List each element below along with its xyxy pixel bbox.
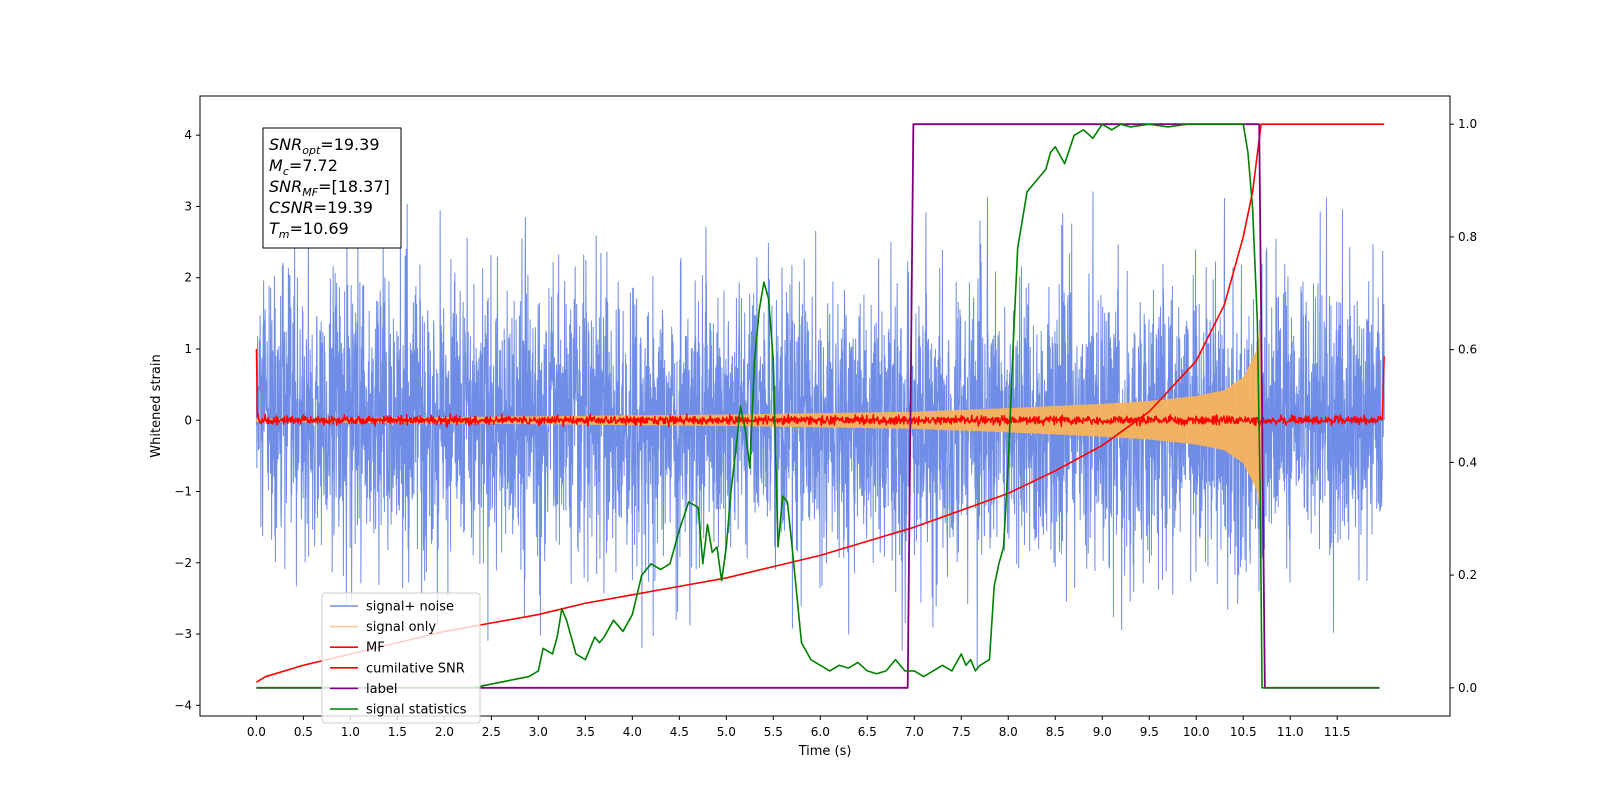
legend-label: signal+ noise [366, 600, 454, 615]
stats-annotation-line: CSNR=19.39 [269, 198, 373, 217]
x-tick-label: 0.0 [247, 725, 266, 739]
y-tick-label: 4 [184, 128, 192, 142]
y-tick-label: −1 [174, 485, 192, 499]
legend-label: signal only [366, 620, 436, 635]
x-tick-label: 6.5 [858, 725, 877, 739]
x-tick-label: 1.5 [388, 725, 407, 739]
x-tick-label: 3.0 [529, 725, 548, 739]
x-tick-label: 11.5 [1324, 725, 1351, 739]
x-tick-label: 10.5 [1230, 725, 1257, 739]
y2-tick-label: 1.0 [1458, 117, 1477, 131]
y2-tick-label: 0.8 [1458, 230, 1477, 244]
x-tick-label: 10.0 [1183, 725, 1210, 739]
stats-annotation-line: SNRopt=19.39 [269, 135, 380, 157]
x-tick-label: 7.5 [952, 725, 971, 739]
y-tick-label: 1 [184, 342, 192, 356]
legend: signal+ noise signal only MF cumilative SNR… [321, 592, 481, 724]
x-tick-label: 6.0 [811, 725, 830, 739]
stats-annotation-frame [262, 127, 402, 249]
x-tick-label: 8.0 [999, 725, 1018, 739]
y2-tick-label: 0.2 [1458, 568, 1477, 582]
series-signal-plus-noise [255, 191, 1385, 670]
x-tick-label: 0.5 [294, 725, 313, 739]
legend-label: label [366, 682, 397, 697]
x-tick-label: 3.5 [576, 725, 595, 739]
x-tick-label: 5.5 [764, 725, 783, 739]
legend-label: cumilative SNR [366, 661, 465, 676]
y2-tick-label: 0.6 [1458, 343, 1477, 357]
y-tick-label: 2 [184, 271, 192, 285]
x-axis-label: Time (s) [798, 744, 852, 759]
plot-frame [199, 95, 1451, 717]
series-mf [255, 348, 1385, 429]
x-tick-label: 4.0 [623, 725, 642, 739]
x-tick-label: 4.5 [670, 725, 689, 739]
y-tick-label: −3 [174, 627, 192, 641]
legend-label: MF [366, 641, 385, 656]
y2-tick-label: 0.4 [1458, 455, 1477, 469]
stats-annotation-line: Mc=7.72 [269, 156, 338, 178]
y2-tick-label: 0.0 [1458, 681, 1477, 695]
y-tick-label: 3 [184, 199, 192, 213]
y-tick-label: −4 [174, 698, 192, 712]
series-signal-statistics [256, 123, 1380, 689]
y-axis-label: Whitened strain [149, 354, 164, 457]
x-tick-label: 1.0 [341, 725, 360, 739]
stats-annotation-box: SNRopt=19.39Mc=7.72SNRMF=[18.37]CSNR=19.… [262, 127, 402, 249]
y-tick-label: 0 [184, 413, 192, 427]
x-tick-label: 8.5 [1046, 725, 1065, 739]
x-tick-label: 2.0 [435, 725, 454, 739]
x-tick-label: 9.5 [1140, 725, 1159, 739]
axis-ticks: 0.0 0.5 1.0 1.5 2.0 2.5 3.0 3.5 4.0 4.5 5.0 5.5 6.0 6… [174, 117, 1477, 739]
legend-label: signal statistics [366, 703, 467, 718]
x-tick-label: 2.5 [482, 725, 501, 739]
stats-annotation-line: SNRMF=[18.37] [269, 177, 390, 199]
x-tick-label: 9.0 [1093, 725, 1112, 739]
x-tick-label: 5.0 [717, 725, 736, 739]
legend-frame [321, 592, 481, 724]
y-tick-label: −2 [174, 556, 192, 570]
x-tick-label: 7.0 [905, 725, 924, 739]
stats-annotation-line: Tm=10.69 [269, 219, 349, 241]
x-tick-label: 11.0 [1277, 725, 1304, 739]
